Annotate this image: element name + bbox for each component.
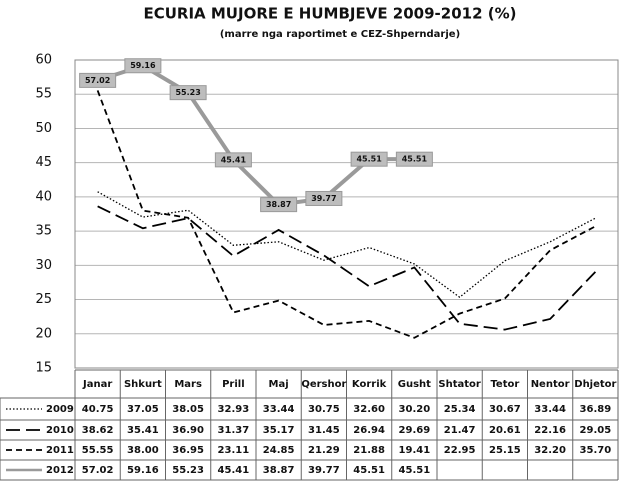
table-cell: 33.44 [263,404,295,415]
data-label: 55.23 [175,88,200,97]
table-cell: 35.17 [263,425,295,436]
table-cell: 32.93 [218,404,250,415]
table-cell: 25.15 [489,445,521,456]
table-cell: 59.16 [127,465,159,476]
table-cell: 38.62 [82,425,114,436]
data-label-box [79,72,117,88]
y-tick-label: 30 [35,258,52,273]
x-tick-label: Korrik [352,379,387,390]
chart-subtitle: (marre nga raportimet e CEZ-Shperndarje) [220,29,460,40]
table-cell: 38.00 [127,445,159,456]
y-tick-label: 50 [35,121,52,136]
table-cell: 35.70 [580,445,612,456]
table-cell: 55.55 [82,445,114,456]
data-label: 57.02 [85,76,110,85]
series-line [97,191,596,299]
table-cell: 32.60 [353,404,385,415]
table-cell: 45.51 [353,465,385,476]
table-cell: 21.47 [444,425,476,436]
y-tick-label: 40 [35,189,52,204]
data-label: 45.51 [402,155,428,164]
data-label: 38.87 [266,200,291,209]
data-label-box [169,85,207,101]
x-tick-label: Shkurt [124,379,162,390]
data-label: 59.16 [130,61,156,70]
x-tick-label: Shtator [438,379,481,390]
table-cell: 22.95 [444,445,476,456]
x-tick-label: Nentor [531,379,570,390]
x-tick-label: Mars [174,379,202,390]
x-tick-label: Qershor [301,379,346,390]
table-cell: 55.23 [172,465,204,476]
table-cell: 31.45 [308,425,340,436]
data-label: 45.51 [356,155,382,164]
x-tick-label: Gusht [398,379,431,390]
data-label: 45.41 [221,155,247,164]
series-line [96,90,596,339]
table-cell: 19.41 [399,445,431,456]
table-cell: 25.34 [444,404,476,415]
table-cell: 20.61 [489,425,521,436]
table-cell: 31.37 [218,425,250,436]
y-tick-label: 20 [35,326,52,341]
table-cell: 38.87 [263,465,295,476]
x-tick-label: Prill [222,379,245,390]
plot-border [74,59,619,369]
table-cell: 29.69 [399,425,431,436]
y-tick-label: 15 [35,361,52,376]
table-cell: 40.75 [82,404,114,415]
y-tick-label: 35 [35,224,52,239]
legend-label: 2011 [46,445,74,456]
x-tick-label: Maj [269,379,289,390]
table-cell: 33.44 [534,404,566,415]
table-cell: 32.20 [534,445,566,456]
series-line [97,205,597,331]
data-label-box [350,151,388,167]
table-cell: 24.85 [263,445,295,456]
data-label-box [305,190,343,206]
table-cell: 30.20 [399,404,431,415]
y-tick-label: 25 [35,292,52,307]
data-label-box [214,152,252,168]
table-cell: 36.95 [172,445,204,456]
data-label-box [124,58,162,74]
table-cell: 39.77 [308,465,340,476]
table-cell: 38.05 [172,404,204,415]
x-tick-label: Dhjetor [574,379,616,390]
legend-label: 2012 [46,465,74,476]
table-cell: 21.29 [308,445,340,456]
data-label-box [260,197,298,213]
data-label: 39.77 [311,194,336,203]
table-cell: 22.16 [534,425,566,436]
table-cell: 45.41 [218,465,250,476]
table-cell: 26.94 [353,425,385,436]
table-cell: 29.05 [580,425,612,436]
table-cell: 30.75 [308,404,340,415]
table-cell: 23.11 [218,445,250,456]
table-cell: 30.67 [489,404,521,415]
table-cell: 57.02 [82,465,114,476]
legend-label: 2009 [46,404,74,415]
table-cell: 35.41 [127,425,159,436]
table-cell: 45.51 [399,465,431,476]
y-tick-label: 55 [35,87,52,102]
data-label-box [395,151,433,167]
table-cell: 36.89 [580,404,612,415]
x-tick-label: Janar [82,379,112,390]
table-cell: 37.05 [127,404,159,415]
y-tick-label: 45 [35,155,52,170]
table-cell: 36.90 [172,425,204,436]
table-cell: 21.88 [353,445,385,456]
legend-label: 2010 [46,425,74,436]
y-tick-label: 60 [35,53,52,68]
chart-title: ECURIA MUJORE E HUMBJEVE 2009-2012 (%) [143,5,516,23]
x-tick-label: Tetor [490,379,519,390]
